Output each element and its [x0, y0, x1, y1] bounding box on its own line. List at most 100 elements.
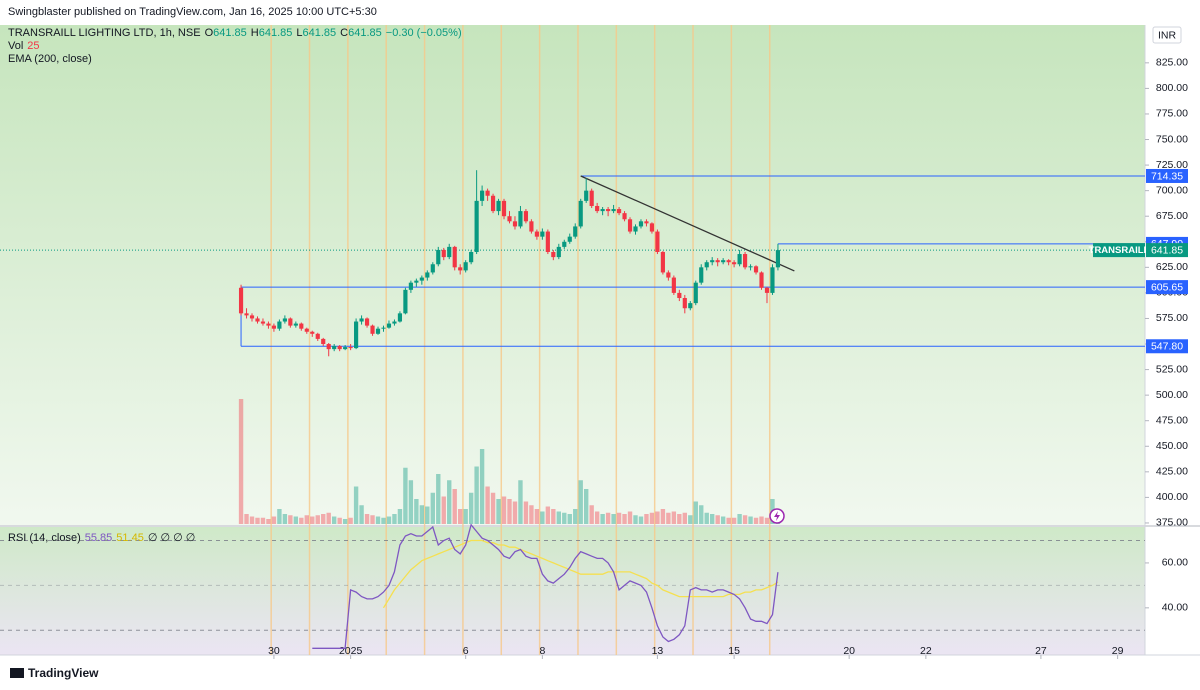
candle-body [458, 267, 463, 271]
candle-body [529, 221, 534, 232]
volume-bar [688, 515, 693, 524]
volume-bar [753, 517, 759, 524]
candle-body [244, 313, 249, 316]
y-tick-label: 750.00 [1156, 133, 1188, 145]
candle-body [578, 200, 583, 227]
volume-bar [299, 517, 304, 524]
volume-bar [748, 516, 753, 524]
y-tick-label: 675.00 [1156, 210, 1188, 222]
x-tick-label: 20 [843, 645, 855, 657]
brand: TradingView [28, 666, 99, 680]
volume-bar [720, 516, 726, 524]
volume-bar [704, 512, 709, 524]
candle-body [436, 249, 441, 265]
candle-body [753, 266, 759, 273]
candle-body [693, 282, 698, 304]
volume-bar [501, 496, 507, 524]
candle-body [463, 262, 468, 271]
volume-bar [551, 509, 556, 524]
x-tick-label: 13 [652, 645, 664, 657]
ema-legend: EMA (200, close) [8, 53, 92, 65]
candle-body [715, 260, 720, 263]
candle-body [485, 190, 490, 196]
last-price-label: 641.85 [1151, 244, 1183, 256]
volume-bar [337, 517, 342, 524]
volume-bar [430, 492, 435, 524]
rsi-legend: RSI (14, close) 55.85 51.45 ∅ ∅ ∅ ∅ [8, 532, 195, 544]
volume-bar [441, 496, 446, 524]
candle-body [490, 195, 496, 212]
candle-body [397, 313, 403, 322]
candle-body [764, 287, 770, 293]
candle-body [518, 211, 523, 227]
candle-body [381, 327, 386, 329]
volume-bar [622, 514, 627, 524]
candle-body [266, 323, 271, 326]
currency-box [1152, 26, 1182, 44]
volume-bar [260, 517, 266, 524]
candle-body [386, 323, 392, 328]
candle-body [512, 221, 518, 227]
ohlc-value: 641.85 [259, 27, 293, 39]
candle-body [260, 321, 266, 324]
volume-bar [496, 499, 501, 524]
volume-bar [589, 505, 594, 524]
volume-bar [255, 517, 260, 524]
change: −0.30 (−0.05%) [386, 27, 462, 39]
volume-bar [490, 492, 496, 524]
candle-body [299, 323, 304, 329]
volume-legend: Vol 25 [8, 40, 40, 52]
volume-bar [468, 492, 474, 524]
ohlc-key: C [340, 27, 348, 39]
volume-bar [578, 480, 583, 524]
candle-body [595, 205, 600, 212]
ohlc-value: 641.85 [303, 27, 337, 39]
volume-bar [605, 512, 611, 524]
volume-bar [737, 514, 742, 524]
candle-body [545, 231, 550, 252]
candle-body [622, 213, 627, 220]
volume-bar [321, 514, 326, 524]
candle-body [732, 262, 737, 265]
candle-body [710, 260, 715, 263]
candle-body [556, 246, 561, 258]
ohlc-key: H [251, 27, 259, 39]
candle-body [255, 318, 260, 322]
candle-body [359, 318, 364, 322]
candle-body [633, 226, 638, 232]
candle-body [589, 190, 594, 206]
ohlc-key: O [205, 27, 214, 39]
price-pane [0, 25, 1145, 525]
candle-body [540, 231, 545, 237]
candle-body [507, 216, 512, 222]
volume-bar [392, 514, 397, 524]
candle-body [704, 262, 709, 268]
volume-bar [726, 517, 731, 524]
candle-body [573, 226, 578, 237]
candle-body [737, 254, 742, 265]
candle-body [430, 264, 435, 273]
volume-bar [310, 516, 315, 524]
event-icon-glyph [774, 511, 780, 521]
level-label-box [1146, 280, 1188, 295]
candle-body [688, 303, 693, 309]
vol-key: Vol [8, 40, 23, 52]
candle-body [249, 315, 255, 319]
candle-body [474, 200, 479, 252]
level-label: 605.65 [1151, 281, 1183, 293]
volume-bar [397, 509, 403, 524]
last-price-box [1146, 243, 1188, 258]
candle-body [611, 209, 616, 212]
volume-bar [594, 511, 600, 524]
volume-bar [682, 512, 687, 524]
rsi-tick-label: 60.00 [1162, 557, 1188, 569]
volume-bar [671, 511, 677, 524]
volume-bar [600, 514, 605, 524]
candle-body [392, 321, 397, 324]
trendline [580, 175, 795, 272]
volume-bar [759, 516, 764, 524]
volume-bar [485, 486, 490, 524]
x-tick-label: 2025 [339, 645, 363, 657]
candle-body [660, 251, 665, 273]
